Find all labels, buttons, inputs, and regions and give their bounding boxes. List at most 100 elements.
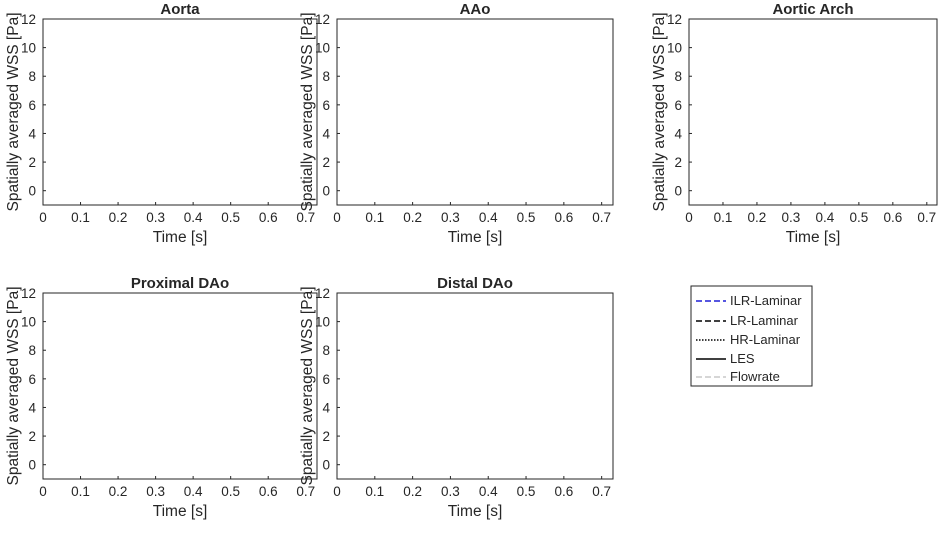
subplot-title-aortic-arch: Aortic Arch [772,1,853,18]
subplot-panels: 0 0.1 0.2 0.3 0.4 0.5 0.6 0.7 0 2 4 6 8 10 12 Aorta Time… [5,1,938,520]
subplot-proximal-dao: 0 0.1 0.2 0.3 0.4 0.5 0.6 0.7 0 2 4 6 8 10 12 Proximal … [5,275,318,520]
axes-frame-aorta [42,18,318,206]
x-tick-label: 0.6 [259,484,278,499]
x-tick-label: 0 [39,484,47,499]
y-tick-label: 10 [315,315,330,330]
subplot-title-distal-dao: Distal DAo [437,275,513,292]
y-tick-label: 0 [674,184,682,199]
x-tick-label: 0 [685,210,693,225]
legend-label-hr-laminar: HR-Laminar [730,332,801,347]
y-axis-label-proximal-dao: Spatially averaged WSS [Pa] [5,286,22,485]
x-tick-label: 0.3 [146,484,165,499]
x-axis-label-aao: Time [s] [448,229,503,246]
axes-frame-proximal-dao [42,292,318,480]
y-tick-label: 4 [322,400,330,415]
y-tick-label: 2 [322,155,330,170]
y-axis-label-distal-dao: Spatially averaged WSS [Pa] [299,286,316,485]
axes-frame-distal-dao [336,292,614,480]
subplot-aorta: 0 0.1 0.2 0.3 0.4 0.5 0.6 0.7 0 2 4 6 8 10 12 Aorta Time… [5,1,318,246]
x-tick-label: 0 [39,210,47,225]
y-tick-label: 12 [667,12,682,27]
subplot-title-proximal-dao: Proximal DAo [131,275,229,292]
x-tick-label: 0.4 [184,484,203,499]
y-tick-label: 8 [674,69,682,84]
x-tick-label: 0.5 [221,484,240,499]
x-tick-label: 0.2 [109,210,128,225]
x-tick-label: 0.6 [554,210,573,225]
y-tick-label: 0 [28,184,36,199]
axes-frame-aao [336,18,614,206]
x-tick-label: 0.1 [714,210,733,225]
x-axis-label-proximal-dao: Time [s] [153,503,208,520]
y-tick-label: 10 [21,41,36,56]
subplot-distal-dao: 0 0.1 0.2 0.3 0.4 0.5 0.6 0.7 0 2 4 6 8 10 12 Distal DA… [299,275,614,520]
y-tick-label: 2 [674,155,682,170]
legend-box [690,285,813,387]
y-tick-label: 12 [315,12,330,27]
y-tick-label: 2 [322,429,330,444]
y-tick-label: 6 [322,98,330,113]
y-axis-label-aortic-arch: Spatially averaged WSS [Pa] [651,12,668,211]
y-tick-label: 6 [28,98,36,113]
y-tick-label: 6 [28,372,36,387]
y-tick-label: 12 [315,286,330,301]
x-tick-label: 0.4 [184,210,203,225]
y-tick-label: 2 [28,155,36,170]
y-tick-label: 12 [21,12,36,27]
x-tick-label: 0.3 [782,210,801,225]
x-tick-label: 0.3 [146,210,165,225]
legend-label-les: LES [730,351,755,366]
y-tick-label: 4 [28,126,36,141]
x-tick-label: 0.2 [109,484,128,499]
x-tick-label: 0.2 [748,210,767,225]
y-tick-label: 6 [322,372,330,387]
y-tick-label: 4 [322,126,330,141]
subplot-aortic-arch: 0 0.1 0.2 0.3 0.4 0.5 0.6 0.7 0 2 4 6 8 10 12 Aortic Ar… [651,1,938,246]
x-tick-label: 0.7 [296,484,315,499]
x-tick-label: 0.6 [883,210,902,225]
x-tick-label: 0.4 [479,484,498,499]
y-tick-label: 10 [21,315,36,330]
x-tick-label: 0.1 [71,484,90,499]
y-tick-label: 0 [322,458,330,473]
x-tick-label: 0.3 [441,210,460,225]
y-tick-label: 8 [322,69,330,84]
x-tick-label: 0.6 [554,484,573,499]
x-tick-label: 0.5 [849,210,868,225]
y-axis-label-aorta: Spatially averaged WSS [Pa] [5,12,22,211]
x-tick-label: 0 [333,484,341,499]
legend-label-flowrate: Flowrate [730,369,780,384]
x-tick-label: 0.5 [517,484,536,499]
y-tick-label: 12 [21,286,36,301]
x-tick-label: 0.3 [441,484,460,499]
axes-frame-aortic-arch [688,18,938,206]
x-tick-label: 0.1 [71,210,90,225]
x-tick-label: 0.7 [296,210,315,225]
y-tick-label: 0 [28,458,36,473]
y-tick-label: 4 [28,400,36,415]
y-tick-label: 8 [28,69,36,84]
x-axis-label-aorta: Time [s] [153,229,208,246]
x-tick-label: 0.7 [917,210,936,225]
y-tick-label: 0 [322,184,330,199]
x-tick-label: 0.4 [815,210,834,225]
y-tick-label: 10 [667,41,682,56]
y-tick-label: 6 [674,98,682,113]
x-tick-label: 0.1 [365,484,384,499]
x-tick-label: 0.4 [479,210,498,225]
legend-label-lr-laminar: LR-Laminar [730,313,799,328]
x-tick-label: 0.1 [365,210,384,225]
x-tick-label: 0 [333,210,341,225]
x-axis-label-distal-dao: Time [s] [448,503,503,520]
y-tick-label: 2 [28,429,36,444]
x-tick-label: 0.2 [403,484,422,499]
x-tick-label: 0.5 [221,210,240,225]
subplot-title-aao: AAo [460,1,491,18]
x-tick-label: 0.7 [592,484,611,499]
x-tick-label: 0.2 [403,210,422,225]
y-tick-label: 8 [28,343,36,358]
y-tick-label: 8 [322,343,330,358]
subplot-title-aorta: Aorta [160,1,200,18]
x-axis-label-aortic-arch: Time [s] [786,229,841,246]
